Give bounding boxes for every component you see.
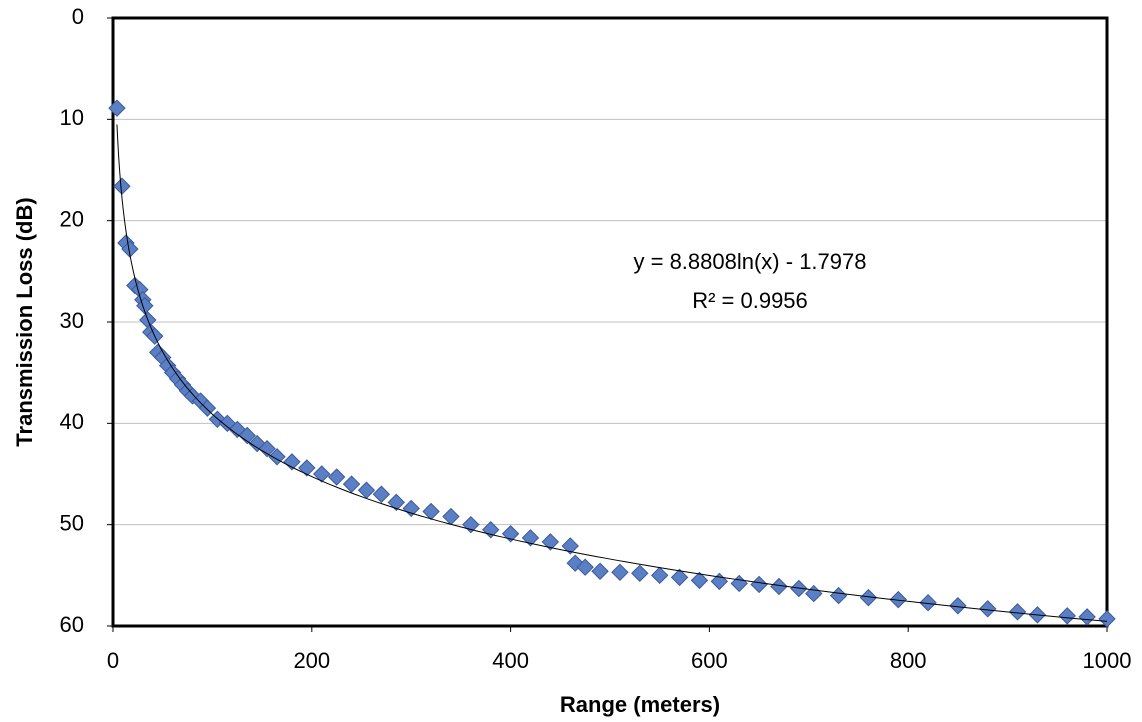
y-tick-label: 0 bbox=[72, 4, 84, 29]
data-point bbox=[889, 590, 907, 609]
data-point bbox=[372, 485, 391, 503]
data-point bbox=[238, 426, 256, 445]
x-axis-label: Range (meters) bbox=[560, 692, 720, 717]
data-point bbox=[422, 502, 440, 521]
data-point bbox=[501, 525, 520, 543]
x-tick-label: 600 bbox=[691, 648, 728, 673]
data-point bbox=[919, 593, 937, 612]
data-point bbox=[730, 574, 748, 593]
y-tick-label: 10 bbox=[60, 105, 84, 130]
data-point bbox=[949, 597, 967, 615]
data-point bbox=[357, 481, 376, 499]
data-point bbox=[710, 572, 729, 591]
data-point bbox=[859, 588, 878, 607]
data-point bbox=[805, 584, 823, 603]
data-point bbox=[298, 459, 316, 477]
data-point bbox=[136, 297, 154, 315]
data-point bbox=[283, 453, 301, 471]
data-point bbox=[650, 566, 669, 585]
data-point bbox=[1008, 603, 1027, 621]
y-tick-label: 60 bbox=[60, 612, 84, 637]
data-point bbox=[561, 537, 579, 555]
data-point bbox=[108, 99, 126, 117]
data-point bbox=[327, 468, 346, 486]
data-point bbox=[979, 600, 997, 618]
y-tick-label: 50 bbox=[60, 510, 84, 535]
data-point bbox=[198, 399, 217, 417]
trendline-r-squared: R² = 0.9956 bbox=[692, 288, 808, 313]
x-tick-label: 800 bbox=[890, 648, 927, 673]
x-tick-label: 0 bbox=[107, 648, 119, 673]
y-tick-label: 30 bbox=[60, 308, 84, 333]
data-point bbox=[541, 533, 560, 551]
y-axis-label: Transmission Loss (dB) bbox=[12, 197, 37, 446]
y-tick-label: 40 bbox=[60, 409, 84, 434]
x-tick-label: 400 bbox=[492, 648, 529, 673]
data-point bbox=[462, 515, 480, 534]
x-tick-label: 200 bbox=[293, 648, 330, 673]
data-point bbox=[113, 177, 131, 195]
data-point bbox=[313, 465, 331, 483]
data-point bbox=[402, 499, 420, 518]
data-point bbox=[387, 493, 405, 512]
data-point bbox=[829, 586, 848, 605]
data-point bbox=[750, 575, 768, 594]
data-point bbox=[690, 571, 709, 590]
data-point bbox=[442, 507, 460, 526]
x-tick-label: 1000 bbox=[1083, 648, 1132, 673]
plot-frame bbox=[111, 16, 1109, 628]
trendline bbox=[116, 124, 1108, 622]
data-point bbox=[342, 475, 361, 493]
data-point bbox=[576, 558, 594, 576]
data-point bbox=[521, 529, 540, 547]
y-tick-label: 20 bbox=[60, 206, 84, 231]
data-point bbox=[258, 439, 276, 458]
data-point bbox=[1058, 607, 1076, 625]
data-point bbox=[770, 577, 788, 596]
trendline-equation: y = 8.8808ln(x) - 1.7978 bbox=[634, 249, 867, 274]
data-point bbox=[670, 568, 689, 587]
data-point bbox=[268, 448, 286, 466]
data-point bbox=[591, 562, 609, 580]
data-point bbox=[1098, 610, 1116, 628]
data-point bbox=[631, 564, 649, 583]
data-point bbox=[1078, 608, 1096, 626]
data-point bbox=[611, 563, 629, 582]
